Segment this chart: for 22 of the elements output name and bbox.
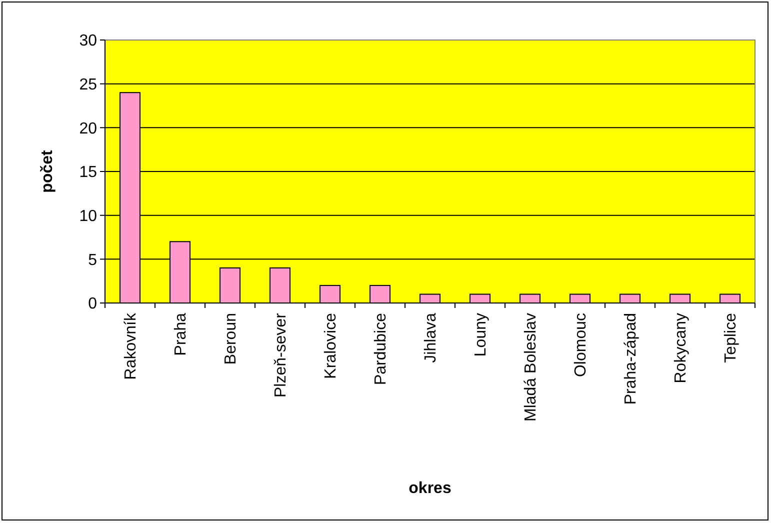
x-tick-label: Praha-západ bbox=[622, 313, 640, 405]
y-tick-label: 10 bbox=[79, 208, 98, 225]
x-tick-label: Jihlava bbox=[422, 312, 440, 363]
y-tick-label: 5 bbox=[88, 252, 98, 269]
y-axis-title: počet bbox=[39, 149, 56, 193]
x-tick-label: Rakovník bbox=[122, 312, 140, 380]
y-tick-label: 15 bbox=[79, 164, 98, 182]
x-tick-label: Plzeň-sever bbox=[272, 312, 290, 398]
x-tick-label: Olomouc bbox=[572, 313, 590, 378]
x-tick-label: Rokycany bbox=[672, 313, 690, 384]
y-tick-label: 30 bbox=[79, 32, 98, 50]
x-tick-label: Teplice bbox=[722, 312, 740, 363]
x-tick-label: Kralovice bbox=[322, 312, 340, 379]
y-tick-label: 20 bbox=[79, 120, 98, 138]
x-tick-label: Pardubice bbox=[372, 312, 390, 386]
x-tick-label: Mladá Boleslav bbox=[522, 313, 540, 422]
x-tick-label: Praha bbox=[172, 312, 190, 356]
x-tick-label: Louny bbox=[472, 313, 490, 357]
x-tick-label: Beroun bbox=[222, 313, 240, 365]
x-axis-title: okres bbox=[408, 480, 452, 497]
y-tick-label: 25 bbox=[79, 76, 98, 94]
y-tick-label: 0 bbox=[88, 296, 98, 313]
